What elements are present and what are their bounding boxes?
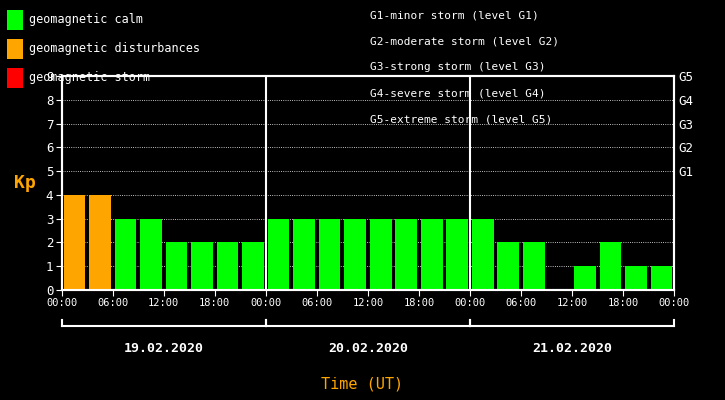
Text: 19.02.2020: 19.02.2020 [124,342,204,355]
Text: 21.02.2020: 21.02.2020 [532,342,612,355]
Text: geomagnetic disturbances: geomagnetic disturbances [29,42,200,55]
Bar [89,195,111,290]
Bar [268,219,289,290]
Text: G1-minor storm (level G1): G1-minor storm (level G1) [370,10,539,20]
Bar [268,219,289,290]
Text: geomagnetic calm: geomagnetic calm [29,14,143,26]
Bar [242,242,264,290]
Bar [676,242,698,290]
Bar [497,242,519,290]
Text: Time (UT): Time (UT) [321,376,404,391]
Bar [574,266,596,290]
Bar [217,242,239,290]
Text: G3-strong storm (level G3): G3-strong storm (level G3) [370,62,545,72]
Bar [370,219,392,290]
Text: geomagnetic storm: geomagnetic storm [29,71,150,84]
Bar [523,242,544,290]
Text: G2-moderate storm (level G2): G2-moderate storm (level G2) [370,36,559,46]
Bar [447,219,468,290]
Bar [395,219,417,290]
Text: Kp: Kp [14,174,36,192]
Bar [140,219,162,290]
Bar [344,219,366,290]
Bar [191,242,213,290]
Text: G5-extreme storm (level G5): G5-extreme storm (level G5) [370,114,552,124]
Bar [650,266,672,290]
Text: 20.02.2020: 20.02.2020 [328,342,408,355]
Bar [294,219,315,290]
Bar [115,219,136,290]
Bar [472,242,494,290]
Bar [421,219,442,290]
Bar [165,242,187,290]
Bar [319,219,341,290]
Bar [472,219,494,290]
Bar [64,195,86,290]
Bar [600,242,621,290]
Bar [625,266,647,290]
Text: G4-severe storm (level G4): G4-severe storm (level G4) [370,88,545,98]
